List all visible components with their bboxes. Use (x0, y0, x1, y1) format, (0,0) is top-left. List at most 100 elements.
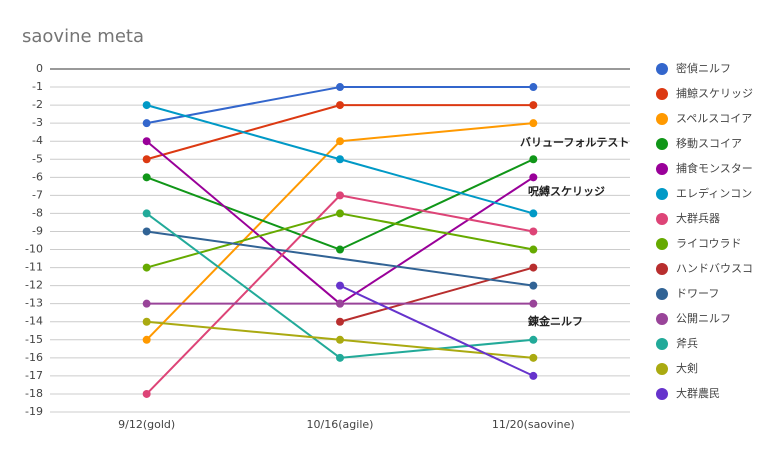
point (336, 299, 344, 308)
y-tick-label: -13 (25, 297, 43, 310)
point (529, 101, 538, 110)
series-line (146, 212, 341, 359)
point (529, 227, 538, 236)
y-tick-label: -3 (32, 116, 43, 129)
series-line (339, 212, 534, 251)
point (142, 119, 151, 128)
point (142, 209, 151, 218)
series-line (339, 284, 534, 377)
y-tick-label: -17 (25, 369, 43, 382)
legend-label: 斧兵 (676, 337, 698, 350)
legend-marker (656, 238, 668, 250)
series-line (146, 140, 341, 305)
x-tick-label: 10/16(agile) (307, 418, 374, 431)
y-tick-label: -6 (32, 170, 43, 183)
legend-label: 捕鯨スケリッジ (676, 86, 753, 100)
point (142, 389, 151, 398)
annotation: バリューフォルテスト (520, 136, 629, 149)
legend-marker (656, 263, 668, 275)
point (336, 155, 344, 164)
point (336, 335, 344, 344)
legend-marker (656, 138, 668, 150)
point (336, 281, 344, 290)
y-tick-label: -7 (32, 188, 43, 201)
point (529, 155, 538, 164)
series-line (339, 176, 534, 305)
y-tick-label: -19 (25, 405, 43, 418)
legend-label: 密偵ニルフ (676, 61, 731, 75)
legend-marker (656, 338, 668, 350)
legend-label: 大群農民 (676, 386, 720, 400)
chart-title: saovine meta (22, 26, 144, 47)
point (529, 371, 538, 380)
legend-marker (656, 213, 668, 225)
point (336, 317, 344, 326)
series-line (146, 212, 341, 269)
legend-label: エレディンコン (676, 186, 752, 200)
point (529, 209, 538, 218)
legend-marker (656, 63, 668, 75)
series-line (339, 266, 534, 323)
point (529, 353, 538, 362)
legend-marker (656, 113, 668, 125)
point (336, 101, 344, 110)
point (142, 155, 151, 164)
y-tick-label: -5 (32, 152, 43, 165)
y-tick-label: -11 (25, 261, 43, 274)
point (336, 245, 344, 254)
series-line (339, 122, 534, 143)
point (142, 101, 151, 110)
y-tick-label: -15 (25, 333, 43, 346)
x-tick-label: 11/20(saovine) (492, 418, 575, 431)
y-tick-label: -4 (32, 134, 43, 147)
legend-label: 移動スコイア (676, 136, 742, 150)
point (336, 209, 344, 218)
legend-marker (656, 88, 668, 100)
point (529, 83, 538, 92)
series-line (339, 338, 534, 359)
point (142, 137, 151, 146)
legend-marker (656, 363, 668, 375)
y-tick-label: -18 (25, 387, 43, 400)
y-tick-label: -9 (32, 224, 43, 237)
series-line (339, 158, 534, 251)
point (529, 173, 538, 182)
legend-marker (656, 188, 668, 200)
annotation: 呪縛スケリッジ (528, 184, 605, 198)
point (142, 299, 151, 308)
x-tick-label: 9/12(gold) (118, 418, 175, 431)
series-line (146, 104, 341, 161)
series-line (146, 176, 341, 251)
point (336, 137, 344, 146)
y-tick-label: -10 (25, 243, 43, 256)
point (142, 317, 151, 326)
point (336, 83, 344, 92)
point (529, 281, 538, 290)
point (529, 245, 538, 254)
legend-label: 捕食モンスター (676, 161, 753, 175)
legend-label: 公開ニルフ (676, 312, 731, 325)
point (142, 335, 151, 344)
y-tick-label: -2 (32, 98, 43, 111)
point (529, 263, 538, 272)
point (142, 173, 151, 182)
series-line (339, 158, 534, 215)
series-line (145, 194, 341, 395)
series-line (339, 194, 534, 233)
y-tick-label: -14 (25, 315, 43, 328)
y-tick-label: -8 (32, 206, 43, 219)
point (336, 191, 344, 200)
legend-marker (656, 313, 668, 325)
legend-label: ライコウラド (676, 237, 742, 250)
legend-marker (656, 163, 668, 175)
legend-label: ドワーフ (676, 287, 719, 300)
point (142, 227, 151, 236)
point (529, 335, 538, 344)
legend-marker (656, 288, 668, 300)
y-tick-label: -12 (25, 279, 43, 292)
legend-label: スペルスコイア (676, 112, 752, 125)
point (142, 263, 151, 272)
y-tick-label: 0 (36, 62, 43, 75)
legend-label: ハンドバウスコ (676, 262, 753, 275)
